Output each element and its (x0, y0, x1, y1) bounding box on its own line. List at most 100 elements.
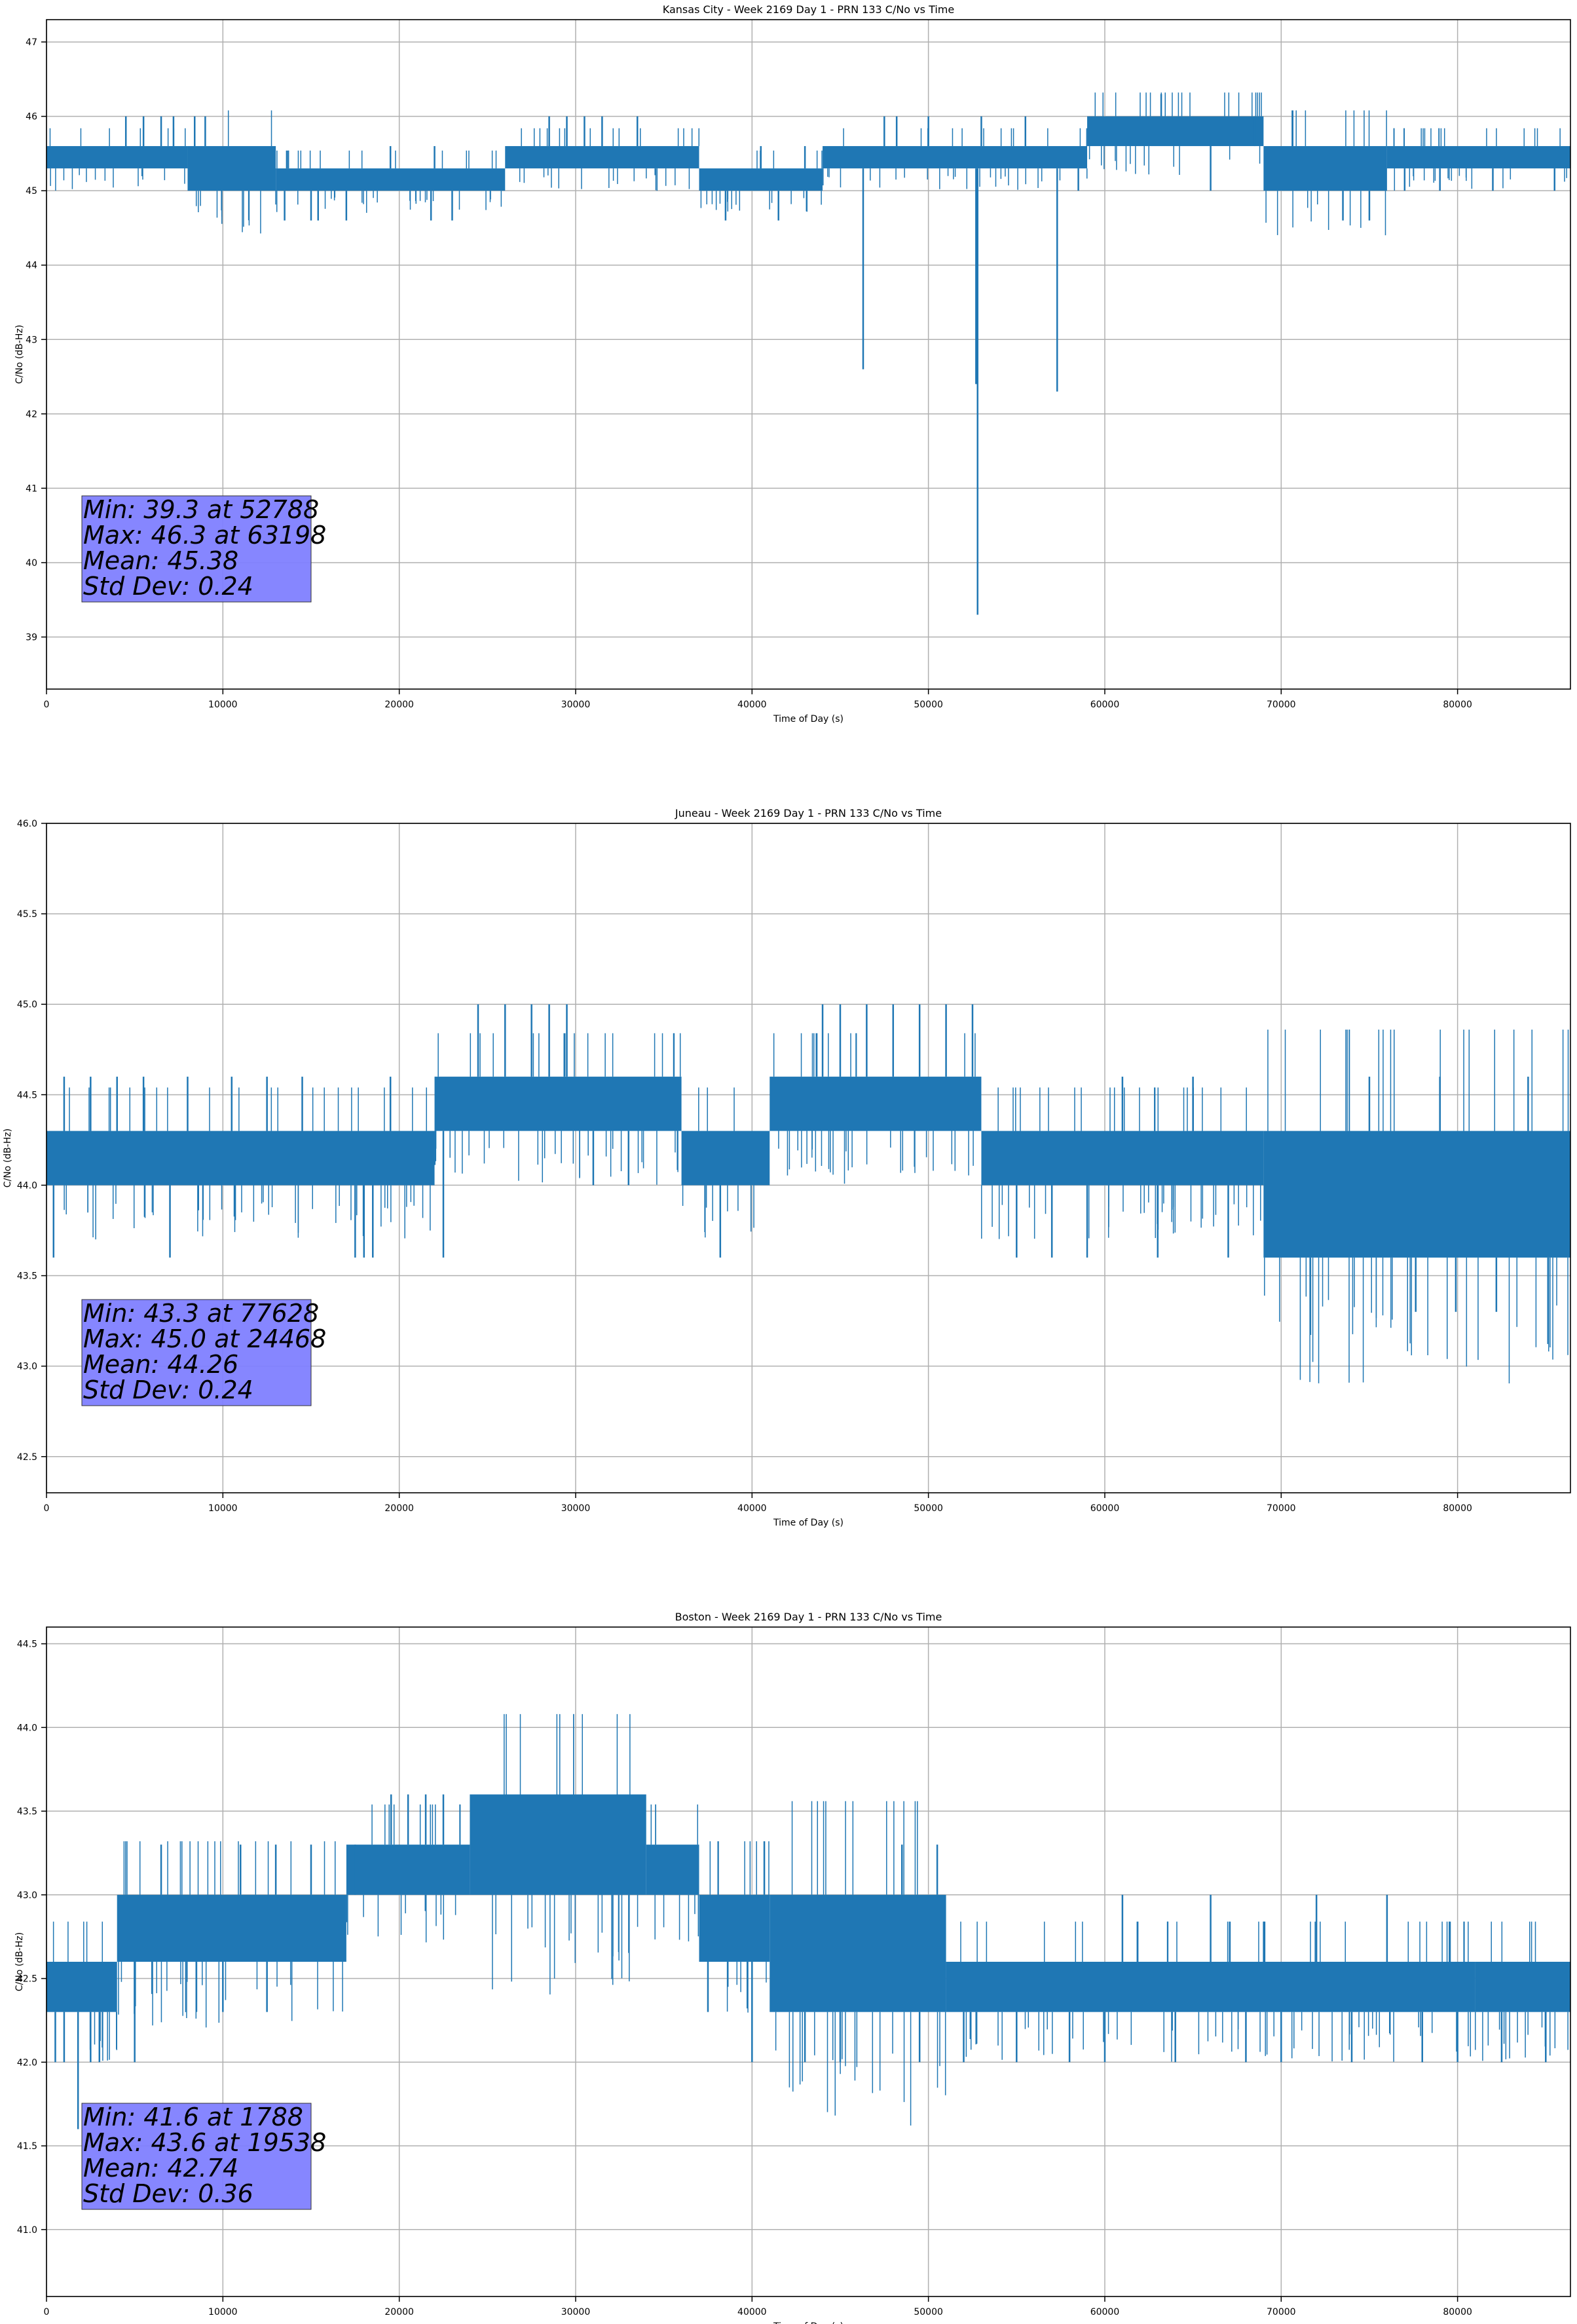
data-band-2 (681, 1131, 770, 1186)
data-series (46, 1004, 1570, 1384)
chart-panel-1: 0 10000 20000 30000 40000 50000 60000 70000 8000… (3, 807, 1571, 1528)
data-band-2 (276, 168, 506, 191)
y-tick-label: 46.0 (17, 819, 37, 829)
y-tick-label: 45.5 (17, 909, 37, 920)
data-band-5 (1263, 1131, 1570, 1258)
x-tick-label: 30000 (561, 1503, 591, 1514)
y-tick-label: 43.5 (17, 1807, 37, 1817)
data-band-7 (946, 1962, 1475, 2012)
x-tick-label: 70000 (1267, 2307, 1296, 2317)
x-tick-label: 60000 (1090, 2307, 1120, 2317)
y-tick-label: 44 (26, 261, 37, 271)
y-tick-label: 44.5 (17, 1090, 37, 1100)
stats-line-1: Max: 43.6 at 19538 (83, 2128, 326, 2157)
data-band-8 (1386, 146, 1570, 169)
data-band-4 (981, 1131, 1264, 1186)
data-series (46, 92, 1570, 615)
axes-frame (46, 1626, 1571, 2297)
data-band-1 (434, 1076, 682, 1131)
y-tick-label: 42.0 (17, 2057, 37, 2068)
chart-panel-0: 0 10000 20000 30000 40000 50000 60000 70000 8000… (14, 3, 1571, 724)
x-tick-label: 10000 (208, 2307, 238, 2317)
stats-line-0: Min: 41.6 at 1788 (83, 2103, 303, 2131)
data-band-6 (1087, 116, 1264, 147)
x-tick-label: 70000 (1267, 1503, 1296, 1514)
y-tick-label: 45.0 (17, 1000, 37, 1010)
data-band-0 (46, 1962, 117, 2012)
y-axis-label: C/No (dB-Hz) (14, 325, 25, 384)
chart-title: Kansas City - Week 2169 Day 1 - PRN 133 … (663, 3, 954, 16)
stats-line-1: Max: 46.3 at 63198 (83, 521, 326, 550)
x-tick-label: 50000 (914, 700, 943, 710)
stats-line-1: Max: 45.0 at 24468 (83, 1324, 326, 1353)
stats-line-3: Std Dev: 0.36 (83, 2179, 253, 2208)
data-band-3 (470, 1794, 646, 1895)
x-axis-label: Time of Day (s) (773, 1518, 844, 1528)
y-tick-label: 42 (26, 409, 37, 420)
y-tick-label: 40 (26, 558, 37, 569)
x-tick-label: 70000 (1267, 700, 1296, 710)
x-tick-label: 50000 (914, 1503, 943, 1514)
data-band-3 (770, 1076, 982, 1131)
data-band-3 (505, 146, 699, 169)
stats-box (81, 1299, 312, 1406)
x-axis-label: Time of Day (s) (773, 2321, 844, 2324)
y-tick-label: 45 (26, 186, 37, 197)
y-tick-label: 43.0 (17, 1890, 37, 1901)
x-tick-label: 10000 (208, 700, 238, 710)
axes-frame (46, 823, 1571, 1493)
data-band-0 (46, 146, 188, 169)
x-tick-label: 0 (44, 2307, 50, 2317)
stats-line-0: Min: 43.3 at 77628 (83, 1299, 319, 1328)
data-band-6 (770, 1894, 946, 2012)
x-tick-label: 20000 (384, 1503, 414, 1514)
data-band-0 (46, 1131, 435, 1186)
data-series (46, 1714, 1570, 2129)
x-tick-label: 60000 (1090, 700, 1120, 710)
y-tick-label: 44.0 (17, 1723, 37, 1733)
x-tick-label: 20000 (384, 2307, 414, 2317)
x-tick-label: 0 (44, 700, 50, 710)
y-tick-label: 46 (26, 112, 37, 122)
y-tick-label: 47 (26, 37, 37, 48)
data-band-1 (117, 1894, 346, 1962)
data-band-7 (1263, 146, 1387, 191)
y-tick-label: 41.5 (17, 2141, 37, 2152)
data-band-5 (823, 146, 1088, 169)
x-tick-label: 20000 (384, 700, 414, 710)
x-tick-label: 80000 (1443, 1503, 1472, 1514)
y-tick-label: 43.5 (17, 1271, 37, 1282)
stats-line-3: Std Dev: 0.24 (83, 572, 253, 601)
x-tick-label: 40000 (737, 1503, 767, 1514)
axes-frame (46, 19, 1571, 690)
data-band-2 (346, 1845, 470, 1895)
data-band-8 (1475, 1962, 1570, 2012)
x-tick-label: 60000 (1090, 1503, 1120, 1514)
x-tick-label: 10000 (208, 1503, 238, 1514)
chart-title: Boston - Week 2169 Day 1 - PRN 133 C/No … (675, 1611, 942, 1623)
stats-line-2: Mean: 42.74 (83, 2154, 238, 2183)
x-tick-label: 0 (44, 1503, 50, 1514)
data-band-4 (699, 168, 823, 191)
chart-title: Juneau - Week 2169 Day 1 - PRN 133 C/No … (675, 807, 942, 819)
y-tick-label: 42.5 (17, 1452, 37, 1463)
y-axis-label: C/No (dB-Hz) (3, 1129, 13, 1188)
x-tick-label: 30000 (561, 2307, 591, 2317)
data-band-5 (699, 1894, 770, 1962)
y-tick-label: 41 (26, 483, 37, 494)
y-tick-label: 44.0 (17, 1180, 37, 1191)
data-band-1 (187, 146, 276, 191)
x-tick-label: 30000 (561, 700, 591, 710)
data-band-4 (646, 1845, 699, 1895)
y-axis-label: C/No (dB-Hz) (14, 1932, 25, 1991)
x-tick-label: 80000 (1443, 2307, 1472, 2317)
x-tick-label: 50000 (914, 2307, 943, 2317)
x-axis-label: Time of Day (s) (773, 714, 844, 724)
stats-line-2: Mean: 45.38 (83, 546, 238, 575)
stats-box (81, 495, 312, 603)
y-tick-label: 43.0 (17, 1362, 37, 1372)
y-tick-label: 43 (26, 335, 37, 345)
chart-panel-2: 0 10000 20000 30000 40000 50000 60000 70000 8000… (14, 1611, 1571, 2324)
stats-line-0: Min: 39.3 at 52788 (83, 495, 319, 524)
